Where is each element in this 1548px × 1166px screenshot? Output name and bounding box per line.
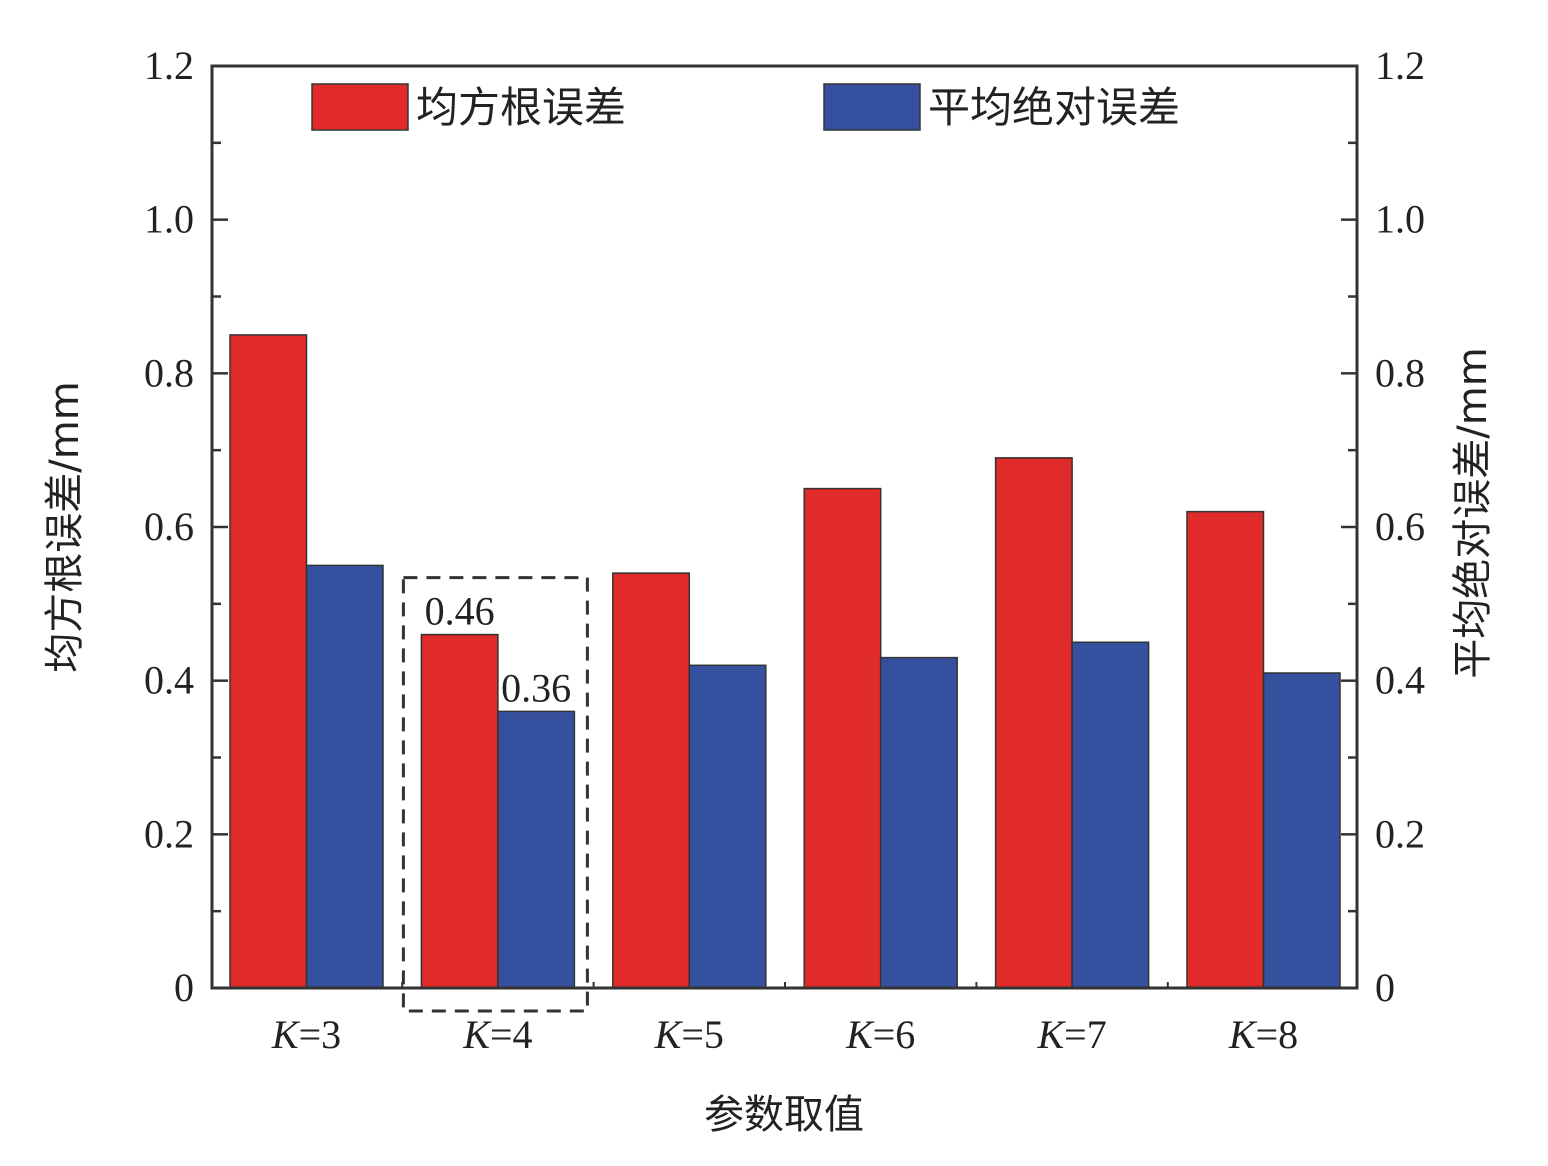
left-tick-label: 0.4 bbox=[144, 658, 194, 703]
right-tick-label: 0.8 bbox=[1375, 350, 1425, 395]
right-tick-label: 0 bbox=[1375, 965, 1395, 1010]
bar-rmse-K=6 bbox=[803, 487, 882, 989]
bar-rmse-K=3 bbox=[229, 334, 308, 989]
category-labels-group: K=3 K=4 K=5 K=6 K=7 K=8 bbox=[271, 982, 1298, 1057]
legend-swatch-rmse bbox=[311, 83, 409, 131]
left-tick-label: 0 bbox=[174, 965, 194, 1010]
highlight-box bbox=[401, 576, 589, 1013]
bar-rmse-K=5 bbox=[612, 572, 691, 989]
bar-mae-K=5 bbox=[688, 664, 767, 989]
right-y-axis-title: 平均绝对误差/mm bbox=[1450, 347, 1496, 678]
bar-rmse-K=7 bbox=[994, 457, 1073, 989]
x-axis-title: 参数取值 bbox=[704, 1092, 864, 1138]
legend: 均方根误差 平均绝对误差 bbox=[311, 83, 1180, 132]
legend-label-rmse: 均方根误差 bbox=[416, 83, 626, 132]
annotations-group: 0.460.36 bbox=[425, 589, 572, 711]
right-tick-label: 1.0 bbox=[1375, 197, 1425, 242]
legend-swatch-mae bbox=[823, 83, 921, 131]
bar-rmse-K=4 bbox=[420, 633, 499, 989]
bars-group bbox=[229, 334, 1341, 989]
left-tick-label: 1.2 bbox=[144, 43, 194, 88]
category-label-K=7: K=7 bbox=[1036, 1012, 1106, 1057]
legend-label-mae: 平均绝对误差 bbox=[928, 83, 1180, 132]
category-label-K=5: K=5 bbox=[654, 1012, 724, 1057]
bar-mae-K=3 bbox=[305, 564, 384, 989]
left-tick-label: 1.0 bbox=[144, 197, 194, 242]
right-tick-label: 0.6 bbox=[1375, 504, 1425, 549]
category-label-K=6: K=6 bbox=[845, 1012, 915, 1057]
bar-rmse-K=8 bbox=[1186, 510, 1265, 989]
left-y-axis-title: 均方根误差/mm bbox=[42, 381, 88, 672]
highlight-group bbox=[401, 576, 589, 1013]
bar-mae-K=6 bbox=[879, 656, 958, 989]
right-tick-label: 0.2 bbox=[1375, 811, 1425, 856]
right-ticks-group: 0 0.2 0.4 0.6 0.8 1.0 1.2 bbox=[1341, 43, 1425, 1010]
left-tick-label: 0.8 bbox=[144, 350, 194, 395]
right-tick-label: 1.2 bbox=[1375, 43, 1425, 88]
right-tick-label: 0.4 bbox=[1375, 658, 1425, 703]
left-ticks-group: 0 0.2 0.4 0.6 0.8 1.0 1.2 bbox=[144, 43, 228, 1010]
left-tick-label: 0.2 bbox=[144, 811, 194, 856]
bar-mae-K=8 bbox=[1262, 672, 1341, 989]
left-tick-label: 0.6 bbox=[144, 504, 194, 549]
category-label-K=4: K=4 bbox=[462, 1012, 532, 1057]
category-label-K=3: K=3 bbox=[271, 1012, 341, 1057]
data-label-0.36: 0.36 bbox=[501, 665, 571, 710]
bar-mae-K=7 bbox=[1071, 641, 1150, 989]
bar-mae-K=4 bbox=[497, 710, 576, 989]
category-label-K=8: K=8 bbox=[1228, 1012, 1298, 1057]
data-label-0.46: 0.46 bbox=[425, 589, 495, 634]
